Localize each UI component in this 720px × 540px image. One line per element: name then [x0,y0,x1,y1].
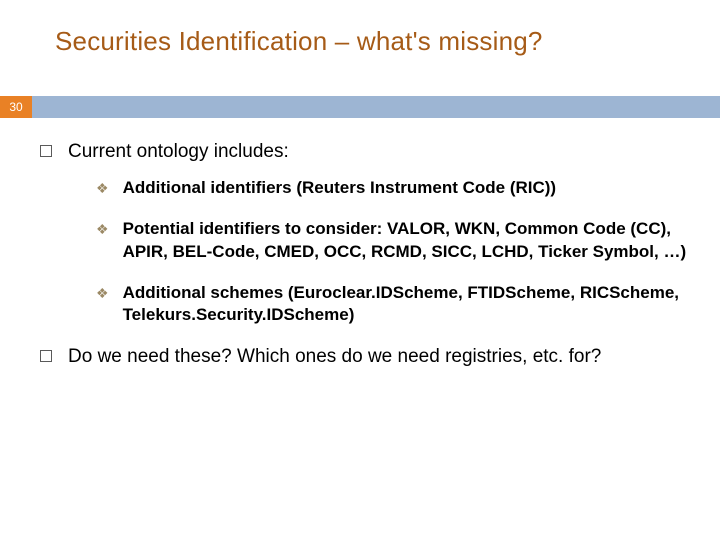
slide-title: Securities Identification – what's missi… [55,26,543,57]
sub-list-item-text: Potential identifiers to consider: VALOR… [123,218,690,264]
square-bullet-icon [40,350,52,362]
accent-bar [32,96,720,118]
sub-list-item-text: Additional identifiers (Reuters Instrume… [123,177,557,200]
square-bullet-icon [40,145,52,157]
slide: Securities Identification – what's missi… [0,0,720,540]
sub-list-item: ❖ Additional identifiers (Reuters Instru… [96,177,690,200]
sub-list-item-text: Additional schemes (Euroclear.IDScheme, … [123,282,690,328]
list-item-text: Current ontology includes: [68,140,289,165]
sub-list: ❖ Additional identifiers (Reuters Instru… [96,177,690,328]
sub-list-item: ❖ Potential identifiers to consider: VAL… [96,218,690,264]
sub-list-item: ❖ Additional schemes (Euroclear.IDScheme… [96,282,690,328]
header-bar: 30 [0,96,720,118]
page-number-chip: 30 [0,96,32,118]
list-item: Current ontology includes: [40,140,690,165]
list-item-text: Do we need these? Which ones do we need … [68,345,601,370]
content-area: Current ontology includes: ❖ Additional … [40,140,690,382]
diamond-bullet-icon: ❖ [96,178,109,199]
diamond-bullet-icon: ❖ [96,219,109,240]
diamond-bullet-icon: ❖ [96,283,109,304]
list-item: Do we need these? Which ones do we need … [40,345,690,370]
